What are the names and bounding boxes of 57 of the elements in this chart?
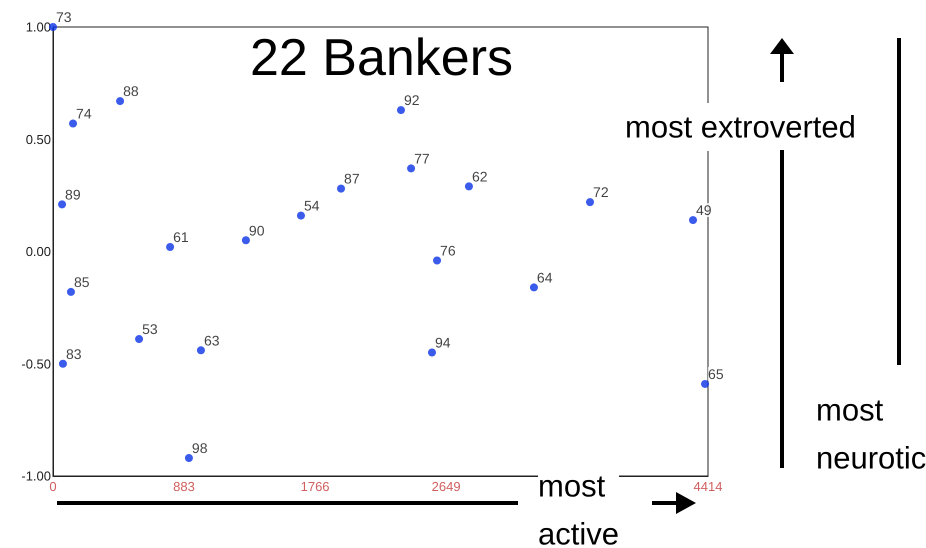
y-tick-label: 0.00: [26, 244, 51, 259]
point: [296, 212, 305, 220]
annotation: most active: [538, 468, 619, 548]
point: [116, 97, 124, 106]
annotation: 73: [56, 9, 72, 25]
annotation: 72: [593, 184, 609, 200]
point: [433, 256, 442, 264]
annotation: 87: [344, 170, 360, 187]
point: [689, 216, 698, 224]
point: [69, 120, 78, 128]
annotation: 77: [414, 150, 430, 166]
point: [701, 380, 710, 388]
point: [586, 198, 594, 206]
annotation: 64: [536, 269, 553, 286]
annotation: 88: [123, 83, 139, 100]
chart-title: 22 Bankers: [250, 29, 514, 87]
point: [396, 106, 405, 114]
annotation: 61: [173, 229, 189, 246]
annotation: 90: [248, 222, 265, 238]
annotation: 83: [66, 346, 82, 362]
annotation: 49: [696, 202, 712, 218]
annotation: 53: [142, 321, 158, 338]
annotation: 63: [204, 332, 220, 348]
x-tick-label: 883: [173, 479, 195, 494]
point: [196, 346, 205, 354]
annotation: 98: [192, 440, 208, 456]
x-tick-label: 0: [49, 479, 57, 494]
annotation: 62: [472, 168, 488, 184]
annotation: 65: [708, 366, 724, 382]
point: [66, 288, 75, 296]
annotation: 92: [404, 92, 420, 108]
annotation: 54: [304, 198, 320, 214]
point: [58, 360, 67, 368]
y-tick-label: -1.00: [21, 468, 51, 484]
y-tick-label: 0.50: [26, 132, 51, 147]
annotation: 94: [434, 334, 451, 351]
x-tick-label: 4414: [694, 479, 722, 494]
point: [135, 335, 144, 344]
point: [58, 200, 66, 208]
annotation: 76: [440, 242, 456, 258]
point: [337, 184, 346, 193]
point: [166, 243, 174, 252]
point: [242, 236, 250, 244]
y-tick-label: 1.00: [26, 20, 51, 34]
annotation: 85: [74, 274, 90, 290]
annotation: most extroverted: [625, 110, 856, 144]
text: most neurotic: [816, 392, 926, 476]
point: [184, 454, 193, 462]
point: [407, 164, 416, 172]
y-tick-label: -0.50: [21, 356, 51, 372]
point: [428, 348, 436, 357]
point: [464, 182, 473, 190]
point: [530, 283, 538, 292]
x-tick-label: 1766: [300, 479, 330, 494]
annotation: 74: [76, 106, 92, 122]
annotation: 89: [65, 186, 81, 202]
x-tick-label: 2649: [432, 479, 461, 494]
